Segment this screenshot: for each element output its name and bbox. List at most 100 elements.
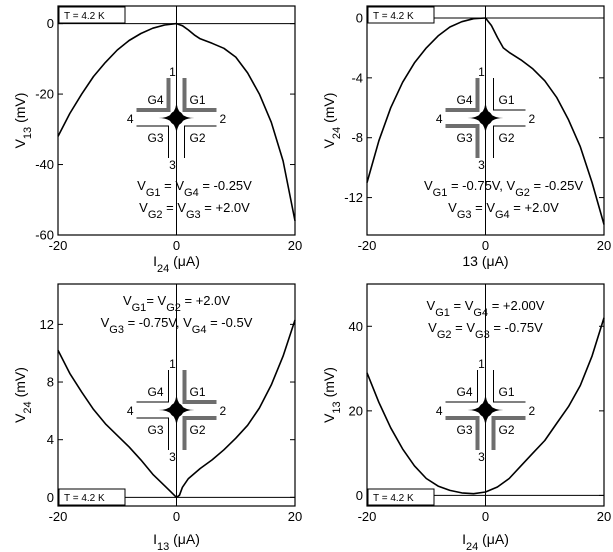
gate-label-g2: G2 xyxy=(190,423,206,437)
gate-g2 xyxy=(491,416,526,450)
lead-label-4: 4 xyxy=(436,404,443,418)
gate-condition-text: V xyxy=(427,298,436,313)
x-tick-label: -20 xyxy=(358,509,377,524)
lead-label-2: 2 xyxy=(220,404,227,418)
lead-label-3: 3 xyxy=(478,450,485,464)
x-tick-label: 20 xyxy=(288,509,302,524)
gate-condition-sub: G1 xyxy=(435,307,450,319)
y-axis-label-sub: 13 xyxy=(331,401,343,413)
gate-condition-sub: G4 xyxy=(184,187,199,199)
x-axis-label-main: I xyxy=(462,531,466,547)
y-axis-label-unit: (mV) xyxy=(321,93,337,127)
y-axis-label-main: V xyxy=(12,138,28,148)
lead-label-2: 2 xyxy=(529,112,536,126)
gate-condition: VG3 = VG4 = +2.0V xyxy=(448,200,559,221)
gate-label-g4: G4 xyxy=(147,385,163,399)
gate-condition-sub: G2 xyxy=(166,302,181,314)
lead-label-3: 3 xyxy=(169,450,176,464)
series-line xyxy=(57,22,296,222)
x-axis-label-main: 13 xyxy=(462,253,478,269)
gate-label-g4: G4 xyxy=(456,93,472,107)
gate-g3 xyxy=(445,416,480,450)
y-tick-label: 8 xyxy=(47,375,54,390)
gate-label-g2: G2 xyxy=(499,423,515,437)
gate-condition-sub: G2 xyxy=(148,209,163,221)
y-tick-label: 0 xyxy=(356,488,363,503)
gate-condition-text: = +2.00V xyxy=(488,298,545,313)
temperature-box xyxy=(367,6,435,24)
gate-condition-text: = +2.0V xyxy=(181,293,230,308)
gate-condition-text: = V xyxy=(472,200,496,215)
device-center-core xyxy=(478,403,493,417)
y-axis-label-main: V xyxy=(321,413,337,423)
y-tick-label: 40 xyxy=(349,319,363,334)
x-tick-label: -20 xyxy=(49,509,68,524)
y-tick-label: 12 xyxy=(40,317,54,332)
y-tick-label: 4 xyxy=(47,432,54,447)
gate-condition-text: = -0.75V xyxy=(490,320,543,335)
y-tick-label: 20 xyxy=(349,403,363,418)
gate-schematic: 1 2 3 4 G1 G2 G3 G4 xyxy=(436,357,536,464)
x-tick-label: 0 xyxy=(173,238,180,253)
gate-g1 xyxy=(493,78,526,111)
x-tick-label: -20 xyxy=(49,238,68,253)
x-axis-label: 13 (μA) xyxy=(462,253,508,269)
gate-label-g3: G3 xyxy=(147,423,163,437)
y-axis-label-main: V xyxy=(321,138,337,148)
gate-condition-text: = -0.5V xyxy=(206,315,252,330)
lead-label-4: 4 xyxy=(436,112,443,126)
y-axis-label: V24 (mV) xyxy=(12,367,34,423)
gate-condition: VG1 = VG4 = -0.25V xyxy=(137,178,252,199)
temperature-label: T = 4.2 K xyxy=(64,493,105,504)
gate-g1 xyxy=(182,78,217,112)
gate-g4 xyxy=(445,370,478,403)
gate-label-g1: G1 xyxy=(190,93,206,107)
x-axis-label-sub: 13 xyxy=(157,541,169,552)
y-axis-label-unit: (mV) xyxy=(321,367,337,401)
x-axis-label-sub: 24 xyxy=(157,263,169,275)
lead-label-1: 1 xyxy=(169,357,176,371)
x-axis-label: I24 (μA) xyxy=(462,531,509,552)
y-tick-label: -20 xyxy=(35,87,54,102)
gate-schematic: 1 2 3 4 G1 G2 G3 G4 xyxy=(127,357,227,464)
gate-condition-sub: G1 xyxy=(433,187,448,199)
y-tick-label: -40 xyxy=(35,157,54,172)
gate-condition: VG3 = -0.75V, VG4 = -0.5V xyxy=(101,315,253,336)
gate-condition-text: V xyxy=(424,178,433,193)
x-tick-label: 0 xyxy=(482,509,489,524)
gate-label-g3: G3 xyxy=(456,131,472,145)
y-axis-label-main: V xyxy=(12,413,28,423)
temperature-label: T = 4.2 K xyxy=(373,11,414,22)
gate-label-g2: G2 xyxy=(499,131,515,145)
y-axis-label-sub: 24 xyxy=(22,401,34,413)
x-axis-label: I13 (μA) xyxy=(153,531,200,552)
gate-condition-sub: G4 xyxy=(495,209,510,221)
gate-condition: VG1= VG2 = +2.0V xyxy=(123,293,230,314)
x-tick-label: 20 xyxy=(597,238,611,253)
y-tick-label: -8 xyxy=(351,130,363,145)
y-axis-label-sub: 13 xyxy=(22,127,34,139)
temperature-box xyxy=(367,488,435,506)
gate-g1 xyxy=(493,370,526,403)
y-axis-label: V24 (mV) xyxy=(321,93,343,149)
gate-condition-text: = V xyxy=(161,178,185,193)
gate-label-g1: G1 xyxy=(499,93,515,107)
x-axis-label-main: I xyxy=(153,253,157,269)
gate-g3 xyxy=(136,125,169,158)
x-tick-label: 0 xyxy=(173,509,180,524)
gate-condition-text: V xyxy=(101,315,110,330)
x-tick-label: 20 xyxy=(288,238,302,253)
gate-label-g3: G3 xyxy=(456,423,472,437)
gate-condition-text: = V xyxy=(450,298,474,313)
gate-label-g4: G4 xyxy=(147,93,163,107)
gate-label-g1: G1 xyxy=(499,385,515,399)
y-axis-label-unit: (mV) xyxy=(12,93,28,127)
lead-label-1: 1 xyxy=(478,357,485,371)
lead-label-3: 3 xyxy=(478,158,485,172)
gate-condition-text: = V xyxy=(163,200,187,215)
gate-condition-text: = +2.0V xyxy=(510,200,559,215)
gate-condition-sub: G3 xyxy=(457,209,472,221)
series-line xyxy=(366,317,605,495)
